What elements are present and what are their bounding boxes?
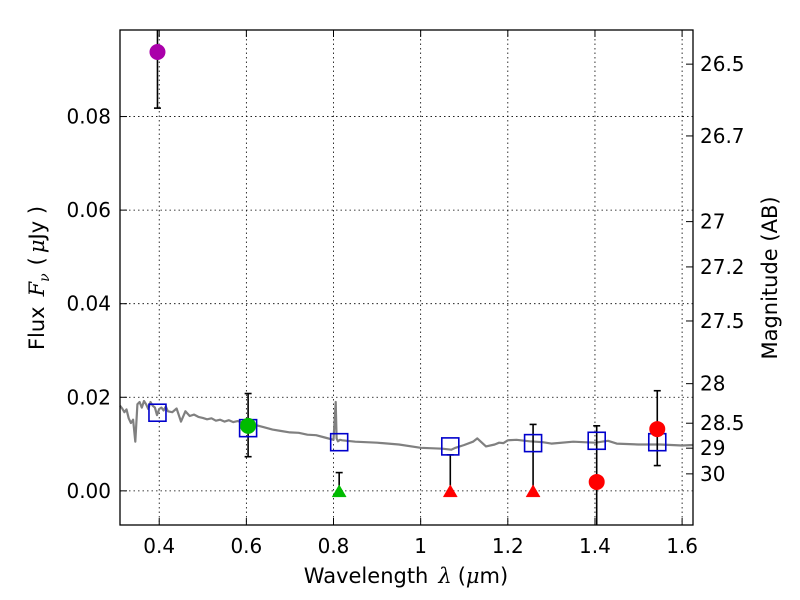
y-axis-title-word: Flux [25, 306, 49, 350]
y-tick-label-2: 0.04 [66, 292, 111, 316]
x-axis-title-unit-mu: μ [466, 564, 480, 588]
observation-point-1 [240, 417, 257, 434]
magnitude-tick-label-4: 27.5 [700, 309, 745, 333]
model-square-3 [440, 437, 460, 456]
y-axis-title-symbol: F [25, 280, 49, 297]
model-square-0 [148, 403, 167, 423]
magnitude-tick-label-1: 26.7 [700, 124, 745, 148]
magnitude-tick-label-0: 26.5 [700, 52, 745, 76]
observation-point-0 [149, 43, 166, 60]
x-axis-ticks: 0.4 0.6 0.8 1 1.2 1.4 1.6 [143, 30, 698, 558]
x-tick-label-2: 0.8 [318, 534, 350, 558]
x-tick-label-4: 1.2 [492, 534, 524, 558]
observations-layer [149, 43, 666, 498]
y-tick-label-0: 0.00 [66, 479, 111, 503]
y-axis-title-unit-rest: Jy ) [25, 206, 49, 242]
y-tick-label-3: 0.06 [66, 198, 111, 222]
y-axis-title-unit-mu: μ [25, 239, 49, 253]
magnitude-tick-label-7: 29 [700, 436, 725, 460]
x-tick-label-0: 0.4 [143, 534, 175, 558]
y-axis-title-unit-open: ( [25, 257, 49, 265]
magnitude-tick-label-6: 28.5 [700, 411, 745, 435]
x-axis-title-symbol: λ [437, 564, 451, 588]
y-axis-ticks: 0.00 0.02 0.04 0.06 0.08 [66, 105, 127, 503]
plot-frame [119, 29, 694, 526]
observation-upper-limit-3 [442, 484, 458, 498]
magnitude-tick-label-3: 27.2 [700, 255, 745, 279]
y-axis-title: Flux Fν ( μJy ) [25, 206, 53, 350]
x-tick-label-6: 1.6 [666, 534, 698, 558]
model-square-5 [587, 431, 607, 451]
magnitude-tick-label-8: 30 [700, 462, 725, 486]
magnitude-tick-label-5: 28 [700, 372, 725, 396]
x-axis-title-word: Wavelength [304, 564, 429, 588]
x-tick-label-5: 1.4 [579, 534, 611, 558]
observation-point-5 [588, 473, 605, 490]
model-square-2 [329, 432, 349, 452]
x-axis-title-unit-open: ( [458, 564, 466, 588]
y-tick-label-1: 0.02 [66, 385, 111, 409]
observation-point-6 [649, 421, 666, 438]
x-tick-label-3: 1 [414, 534, 427, 558]
y-axis-title-subscript: ν [37, 273, 53, 282]
model-square-4 [523, 433, 543, 453]
y-tick-label-4: 0.08 [66, 105, 111, 129]
grid [120, 30, 693, 525]
observation-upper-limit-2 [331, 484, 347, 498]
x-tick-label-1: 0.6 [230, 534, 262, 558]
magnitude-axis-title: Magnitude (AB) [758, 196, 782, 359]
magnitude-tick-label-2: 27 [700, 210, 725, 234]
x-axis-title-unit-rest: m) [480, 564, 509, 588]
observation-upper-limit-4 [525, 484, 541, 498]
x-axis-title: Wavelength λ (μm) [304, 564, 508, 588]
model-photometry-layer [148, 403, 667, 456]
